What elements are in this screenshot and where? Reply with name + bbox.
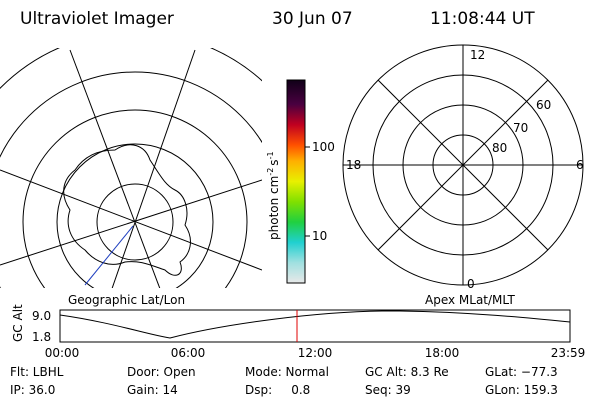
mlt-label: 6 xyxy=(576,158,584,172)
mlt-label: 0 xyxy=(467,277,475,291)
timeline-xtick: 00:00 xyxy=(45,346,80,360)
info-field: GLat: −77.3 xyxy=(485,365,558,379)
info-field: Seq: 39 xyxy=(365,383,411,397)
timeline-frame xyxy=(59,309,571,343)
info-field: GC Alt: 8.3 Re xyxy=(365,365,449,379)
mlt-label: 12 xyxy=(470,48,485,62)
info-field: Flt: LBHL xyxy=(10,365,64,379)
timeline-ytick: 9.0 xyxy=(32,309,51,323)
timeline-xtick: 18:00 xyxy=(425,346,460,360)
title: Ultraviolet Imager xyxy=(20,9,174,29)
exp: -2 xyxy=(266,168,275,176)
timeline-xtick: 06:00 xyxy=(171,346,206,360)
mlt-label: 18 xyxy=(346,158,361,172)
info-field: GLon: 159.3 xyxy=(485,383,558,397)
date: 30 Jun 07 xyxy=(272,9,353,29)
caption: Geographic Lat/Lon xyxy=(68,293,185,307)
colorbar-label: photon cm-2 s-1 xyxy=(266,151,281,240)
info-field: Door: Open xyxy=(127,365,196,379)
mlat-label: 70 xyxy=(513,121,528,135)
timeline-ylabel: GC Alt xyxy=(11,304,25,342)
timeline-xtick: 12:00 xyxy=(298,346,333,360)
mlat-label: 80 xyxy=(492,141,507,155)
mlat-label: 60 xyxy=(536,98,551,112)
info-field: IP: 36.0 xyxy=(10,383,55,397)
unit: photon cm xyxy=(267,176,281,240)
mlt-grid xyxy=(342,44,584,286)
unit: s xyxy=(267,159,281,165)
geo-grid xyxy=(0,48,262,288)
info-field: Mode: Normal xyxy=(245,365,329,379)
info-field: Gain: 14 xyxy=(127,383,178,397)
timeline-xtick: 23:59 xyxy=(551,346,586,360)
timeline-ytick: 1.8 xyxy=(32,330,51,344)
exp: -1 xyxy=(266,151,275,159)
info-panel: Flt: LBHL Door: Open Mode: Normal GC Alt: 8… xyxy=(10,365,558,397)
colorbar-tick: 10 xyxy=(312,229,327,243)
orbit-curve xyxy=(59,310,571,339)
caption: Apex MLat/MLT xyxy=(425,293,515,307)
colorbar xyxy=(286,79,306,284)
colorbar-tick: 100 xyxy=(312,140,335,154)
time: 11:08:44 UT xyxy=(430,9,535,29)
info-field: Dsp: 0.8 xyxy=(245,383,310,397)
